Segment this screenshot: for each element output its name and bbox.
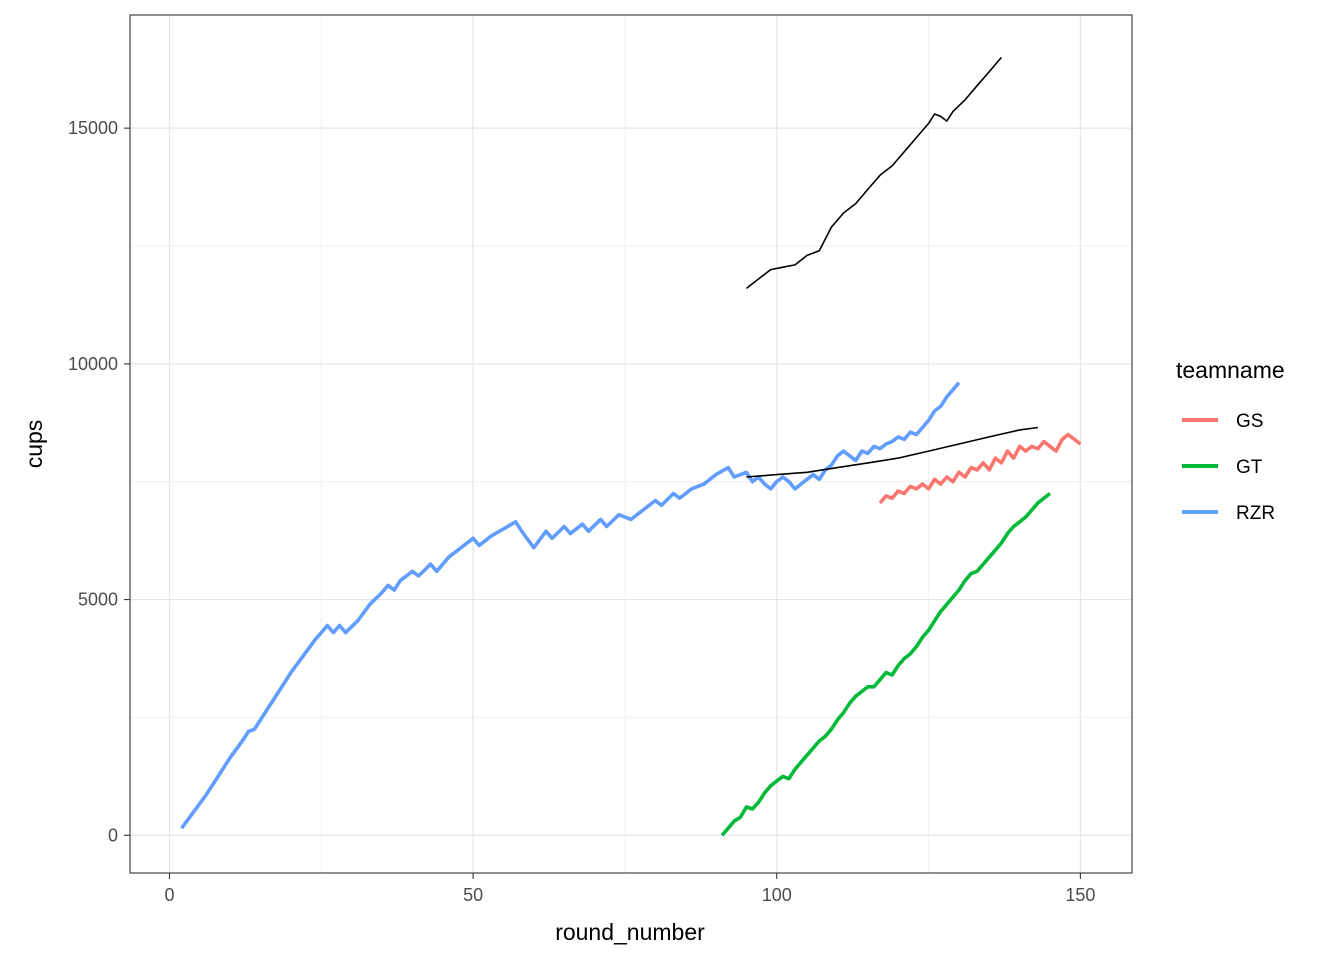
legend-label-gt: GT: [1236, 457, 1263, 478]
legend-title: teamname: [1176, 357, 1285, 383]
legend-items: GS GT RZR: [1182, 411, 1275, 524]
y-axis: 0 5000 10000 15000: [68, 118, 130, 845]
x-axis: 0 50 100 150: [164, 873, 1095, 905]
series-line-unlabeled: [745, 56, 1003, 290]
x-tick-label: 150: [1065, 885, 1095, 905]
series-line-gs: [878, 432, 1082, 505]
y-tick-label: 5000: [78, 590, 118, 610]
series-layer: [180, 56, 1082, 837]
major-gridlines: [130, 15, 1132, 873]
panel-border: [129, 14, 1133, 874]
legend-label-rzr: RZR: [1236, 503, 1275, 524]
legend-label-gs: GS: [1236, 411, 1263, 432]
legend: teamname GS GT RZR: [1176, 357, 1285, 524]
y-axis-title: cups: [21, 420, 47, 469]
x-tick-label: 50: [463, 885, 483, 905]
x-tick-label: 0: [164, 885, 174, 905]
series-line-unlabeled: [746, 426, 1039, 478]
x-axis-title: round_number: [555, 919, 705, 945]
series-line-rzr: [180, 381, 961, 830]
series-line-gt: [720, 492, 1052, 837]
y-tick-label: 15000: [68, 118, 118, 138]
y-tick-label: 0: [108, 825, 118, 845]
x-tick-label: 100: [762, 885, 792, 905]
y-tick-label: 10000: [68, 354, 118, 374]
minor-gridlines: [130, 15, 1132, 873]
